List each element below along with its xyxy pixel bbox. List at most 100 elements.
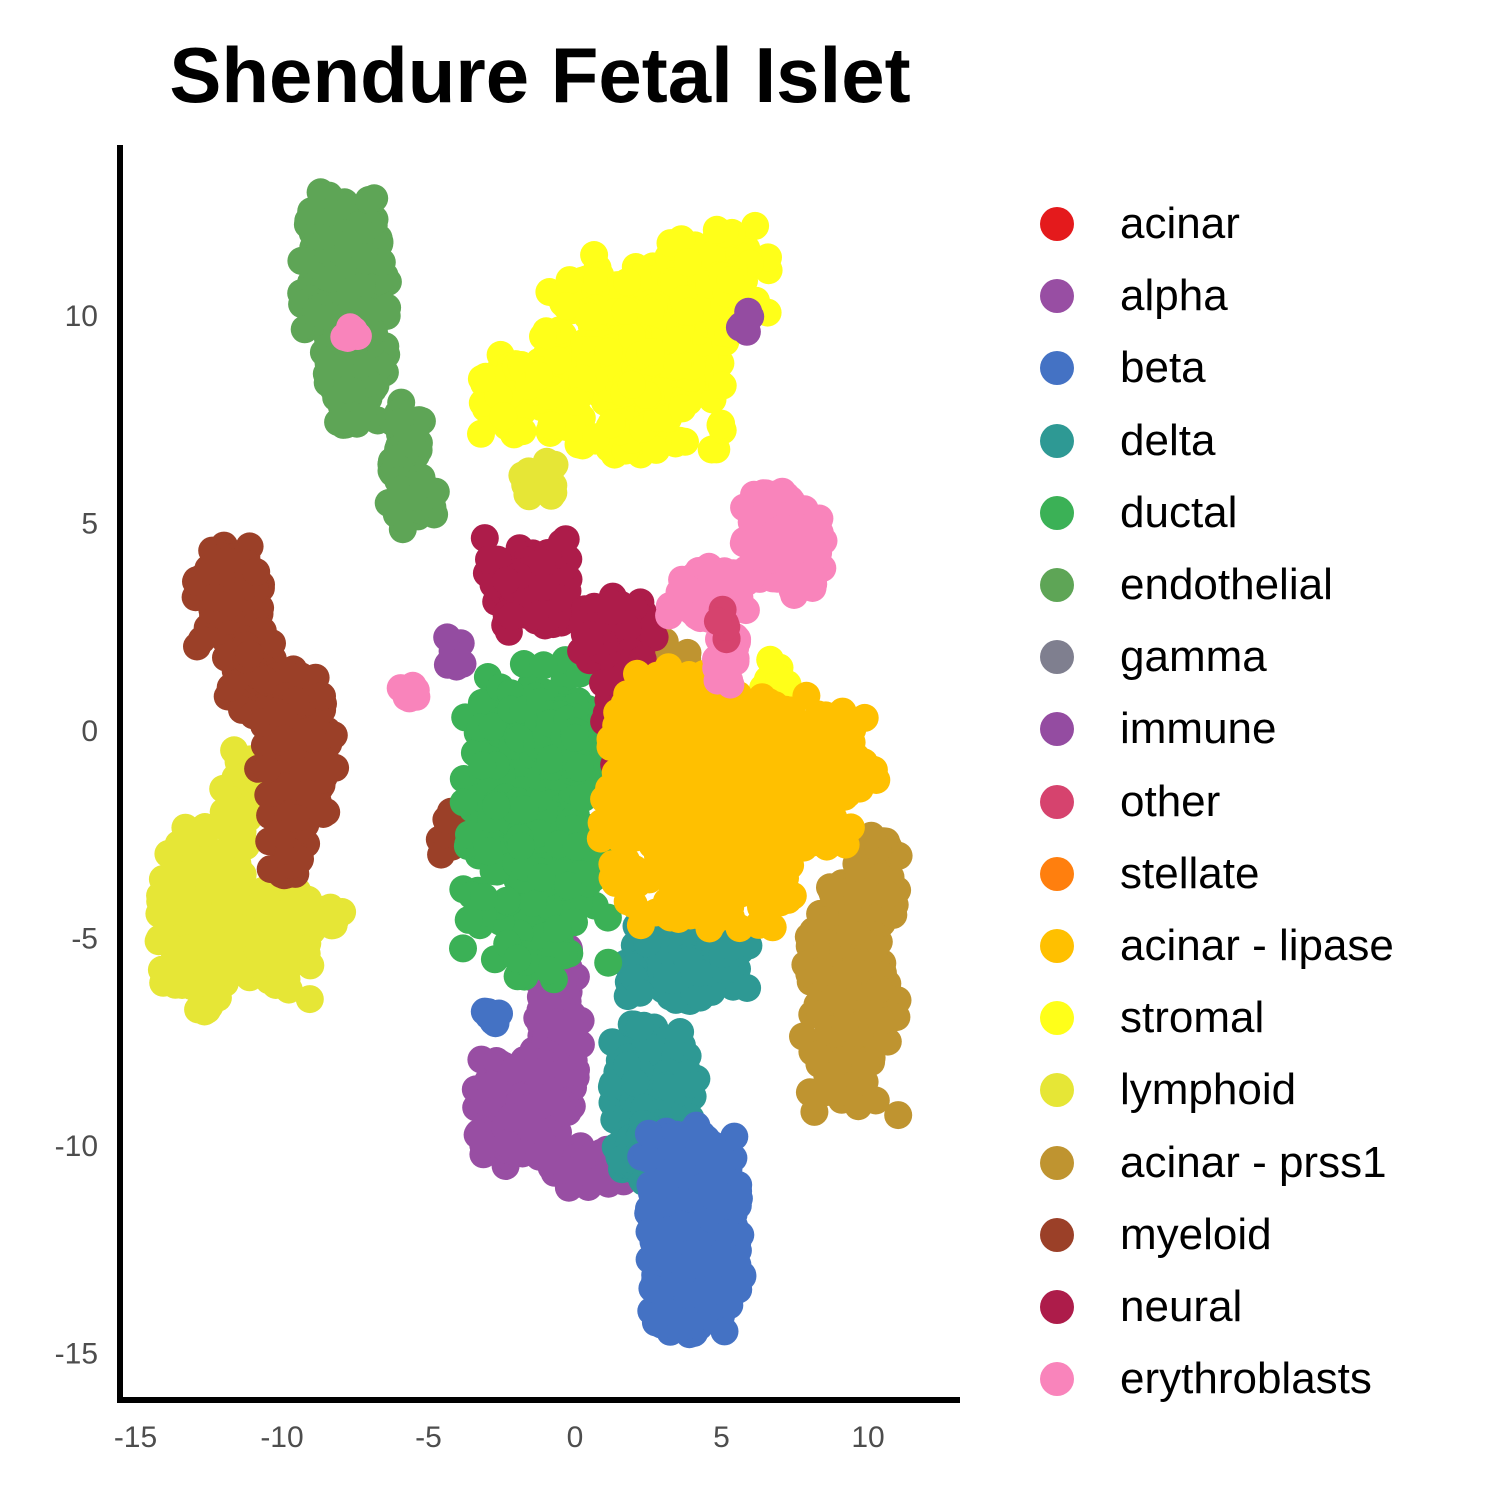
data-point: [168, 971, 197, 999]
data-point: [520, 602, 549, 630]
data-point: [482, 791, 511, 820]
data-point: [449, 788, 478, 817]
data-point: [686, 983, 715, 1012]
data-point: [144, 927, 173, 956]
data-point: [285, 845, 314, 874]
data-point: [668, 394, 697, 423]
data-point: [529, 322, 557, 351]
data-point: [317, 911, 346, 940]
data-point: [478, 712, 507, 741]
data-point: [432, 805, 461, 834]
data-point: [733, 974, 762, 1002]
data-point: [653, 962, 682, 991]
data-point: [281, 804, 310, 833]
data-point: [485, 999, 513, 1028]
data-point: [674, 1280, 703, 1309]
data-point: [636, 1170, 665, 1199]
data-point: [666, 1217, 695, 1246]
data-point: [492, 566, 521, 595]
data-point: [500, 1055, 529, 1084]
data-point: [636, 338, 665, 367]
data-point: [611, 296, 640, 325]
data-point: [719, 1270, 748, 1299]
data-point: [673, 248, 702, 277]
data-points: [144, 178, 913, 1349]
data-point: [831, 1013, 859, 1042]
data-point: [536, 745, 565, 774]
data-point: [529, 651, 558, 680]
data-point: [498, 602, 527, 631]
data-point: [398, 430, 427, 459]
data-point: [710, 1317, 739, 1346]
data-point: [518, 888, 547, 917]
data-point: [297, 197, 326, 226]
data-point: [242, 558, 271, 586]
data-point: [594, 948, 623, 977]
data-point: [593, 903, 622, 932]
data-point: [867, 1007, 896, 1036]
data-point: [262, 698, 291, 727]
data-point: [626, 978, 655, 1007]
data-point: [267, 724, 296, 752]
data-point: [579, 266, 608, 295]
data-point: [884, 1101, 913, 1130]
data-point: [154, 839, 183, 868]
data-point: [334, 229, 363, 258]
data-point: [575, 302, 604, 331]
data-point: [666, 1018, 695, 1046]
data-point: [292, 779, 321, 808]
data-point: [705, 1150, 734, 1179]
data-point: [613, 268, 642, 296]
data-point: [250, 665, 279, 694]
data-point: [662, 326, 691, 355]
data-point: [497, 1103, 525, 1132]
data-point: [270, 772, 299, 801]
data-point: [873, 880, 902, 909]
data-point: [233, 796, 262, 825]
chart-title: Shendure Fetal Islet: [169, 31, 911, 119]
data-point: [594, 337, 623, 366]
data-point: [774, 885, 803, 914]
data-point: [528, 573, 557, 602]
data-point: [193, 959, 222, 988]
data-point: [469, 1131, 498, 1160]
data-point: [148, 865, 177, 894]
data-point: [228, 817, 257, 846]
data-point: [663, 351, 692, 380]
data-point: [220, 736, 249, 765]
data-point: [672, 1147, 701, 1176]
data-point: [519, 459, 548, 488]
data-point: [325, 353, 354, 382]
data-point: [166, 880, 195, 909]
data-point: [636, 297, 665, 326]
data-point: [216, 673, 245, 702]
data-point: [554, 871, 583, 900]
data-point: [565, 753, 594, 782]
data-point: [287, 246, 316, 275]
data-point: [638, 1274, 667, 1303]
data-point: [568, 364, 597, 393]
data-point: [597, 410, 626, 439]
data-point: [671, 427, 699, 456]
data-point: [861, 1086, 890, 1115]
data-point: [539, 1010, 568, 1039]
data-point: [706, 411, 735, 440]
data-point: [308, 682, 336, 711]
data-point: [865, 975, 894, 1004]
data-point: [562, 832, 591, 861]
data-point: [525, 361, 554, 390]
data-point: [342, 409, 371, 438]
data-point: [217, 589, 246, 618]
data-point: [186, 927, 215, 956]
data-point: [702, 215, 731, 244]
data-point: [212, 547, 241, 576]
data-point: [851, 1051, 880, 1080]
data-point: [552, 292, 581, 320]
data-point: [716, 266, 745, 295]
data-point: [507, 832, 535, 861]
data-point: [489, 402, 518, 431]
data-point: [543, 914, 572, 943]
data-point: [449, 934, 477, 963]
data-point: [312, 798, 341, 827]
